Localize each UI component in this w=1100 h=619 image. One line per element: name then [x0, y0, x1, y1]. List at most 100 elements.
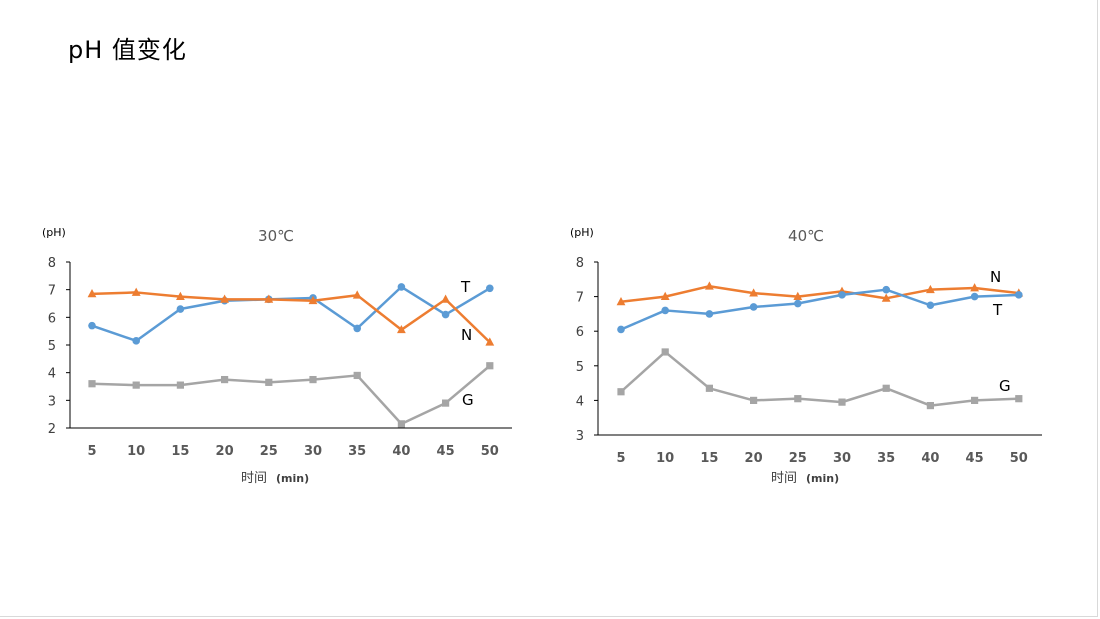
- y-tick-label: 3: [576, 429, 584, 444]
- y-tick-label: 7: [576, 291, 584, 306]
- series-label-N: N: [461, 326, 472, 344]
- y-tick-label: 4: [576, 394, 584, 409]
- data-point-N: [352, 290, 362, 299]
- data-point-G: [926, 401, 934, 410]
- data-point-T: [970, 292, 979, 301]
- x-tick-label: 50: [481, 444, 499, 459]
- x-axis-title-unit: (min): [276, 472, 309, 485]
- data-point-N: [485, 337, 495, 346]
- x-tick-label: 50: [1010, 451, 1028, 466]
- series-line-G: [91, 364, 491, 426]
- data-point-G: [397, 420, 405, 428]
- data-point-N: [616, 296, 626, 306]
- data-point-T: [441, 310, 450, 319]
- data-point-T: [88, 321, 96, 330]
- data-point-N: [220, 294, 229, 303]
- data-point-T: [926, 301, 935, 310]
- y-tick-label: 2: [48, 422, 56, 437]
- x-tick-label: 15: [700, 451, 718, 466]
- x-tick-label: 10: [127, 444, 145, 459]
- x-tick-label: 25: [260, 444, 278, 459]
- y-tick-label: 8: [48, 256, 56, 271]
- y-tick-label: 5: [48, 339, 56, 354]
- data-point-G: [88, 380, 96, 388]
- data-point-G: [661, 348, 669, 356]
- series-line-N: [91, 291, 491, 344]
- y-tick-label: 3: [48, 394, 56, 409]
- data-point-T: [617, 325, 625, 334]
- y-tick-label: 4: [48, 367, 56, 382]
- x-tick-label: 20: [216, 444, 234, 459]
- x-tick-label: 25: [789, 451, 807, 466]
- data-point-G: [486, 362, 494, 370]
- data-point-N: [176, 291, 185, 300]
- x-tick-label: 30: [304, 444, 322, 459]
- data-point-T: [749, 303, 758, 311]
- data-point-N: [749, 288, 758, 297]
- data-point-N: [660, 291, 670, 300]
- data-point-N: [131, 287, 141, 296]
- series-label-N: N: [990, 268, 1001, 286]
- data-point-T: [705, 310, 714, 318]
- series-line-T: [91, 285, 491, 343]
- data-point-G: [442, 399, 450, 407]
- data-point-T: [176, 305, 185, 313]
- data-point-N: [970, 283, 979, 292]
- data-point-G: [265, 378, 273, 386]
- data-point-N: [881, 293, 891, 302]
- data-point-T: [397, 283, 406, 291]
- x-tick-label: 40: [392, 444, 410, 459]
- y-tick-label: 5: [576, 360, 584, 375]
- x-tick-label: 35: [877, 451, 895, 466]
- data-point-G: [882, 384, 890, 392]
- x-tick-label: 30: [833, 451, 851, 466]
- data-point-N: [397, 324, 406, 334]
- x-tick-label: 40: [921, 451, 939, 466]
- data-point-T: [838, 291, 846, 299]
- data-point-T: [882, 285, 890, 294]
- data-point-G: [176, 381, 184, 389]
- x-tick-label: 15: [171, 444, 189, 459]
- data-point-G: [132, 381, 140, 389]
- data-point-N: [264, 294, 274, 303]
- data-point-T: [794, 299, 802, 308]
- x-tick-label: 5: [616, 451, 625, 466]
- data-point-G: [309, 375, 317, 384]
- series-label-G: G: [462, 391, 474, 409]
- data-point-G: [971, 396, 979, 404]
- data-point-G: [353, 371, 361, 380]
- y-tick-label: 7: [48, 284, 56, 299]
- data-point-T: [486, 284, 494, 293]
- data-point-G: [221, 375, 229, 384]
- x-axis-title-unit: (min): [806, 472, 839, 485]
- data-point-N: [705, 281, 714, 290]
- series-label-T: T: [992, 301, 1003, 319]
- data-point-N: [793, 291, 803, 300]
- series-label-G: G: [999, 377, 1011, 395]
- x-tick-label: 45: [437, 444, 455, 459]
- x-tick-label: 10: [656, 451, 674, 466]
- chart-title: 40℃: [788, 227, 824, 245]
- series-label-T: T: [460, 278, 471, 296]
- data-point-N: [87, 289, 97, 298]
- series-line-G: [620, 350, 1019, 407]
- page-title: pH 值变化: [68, 36, 187, 64]
- data-point-G: [750, 396, 758, 404]
- data-point-T: [132, 337, 140, 345]
- y-axis-unit: (pH): [570, 226, 594, 239]
- data-point-N: [926, 284, 935, 294]
- data-point-G: [838, 398, 846, 406]
- data-point-N: [441, 294, 450, 303]
- data-point-G: [1015, 395, 1023, 403]
- x-tick-label: 45: [966, 451, 984, 466]
- chart-title: 30℃: [258, 227, 294, 245]
- x-axis-title: 时间: [771, 471, 797, 486]
- y-tick-label: 8: [576, 256, 584, 271]
- series-line-T: [620, 288, 1019, 331]
- data-point-T: [353, 324, 362, 333]
- y-axis-unit: (pH): [42, 226, 66, 239]
- data-point-G: [617, 388, 625, 396]
